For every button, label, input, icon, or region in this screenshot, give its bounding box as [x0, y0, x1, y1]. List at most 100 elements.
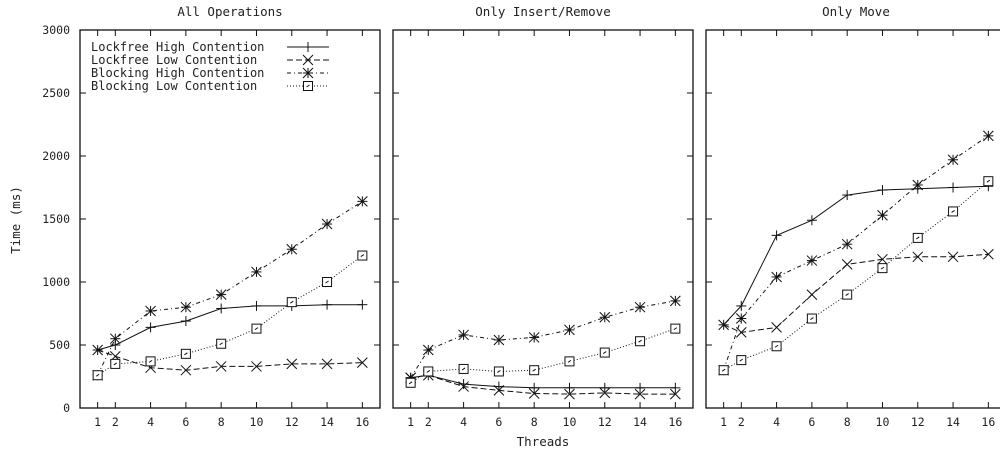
y-tick-label: 2000 — [42, 149, 70, 163]
x-tick-label: 1 — [407, 415, 414, 429]
data-point — [215, 361, 227, 372]
data-point — [635, 336, 646, 347]
data-point — [356, 357, 368, 368]
data-point — [912, 251, 924, 263]
x-tick-label: 12 — [598, 415, 612, 429]
x-tick-label: 10 — [876, 415, 890, 429]
data-point — [92, 370, 103, 381]
legend-label: Lockfree High Contention — [91, 40, 264, 54]
data-point — [458, 329, 469, 341]
data-point — [110, 358, 121, 369]
data-point — [564, 324, 575, 336]
x-axis-label: Threads — [517, 434, 570, 449]
y-tick-label: 0 — [63, 401, 70, 415]
y-tick-label: 500 — [49, 338, 70, 352]
x-tick-label: 8 — [844, 415, 851, 429]
series-plus — [92, 299, 368, 356]
data-point — [423, 366, 434, 377]
data-point — [947, 251, 959, 263]
series-box — [718, 176, 994, 376]
chart-panel-3: Only Move 1 2 4 6 8 10 12 14 16 — [705, 4, 1000, 429]
x-tick-label: 16 — [355, 415, 369, 429]
x-tick-label: 8 — [531, 415, 538, 429]
data-point — [842, 289, 853, 300]
data-point — [528, 388, 540, 399]
data-point — [251, 266, 262, 278]
data-point — [634, 301, 646, 313]
x-tick-label: 1 — [720, 415, 727, 429]
x-tick-label: 2 — [738, 415, 745, 429]
data-point — [458, 363, 469, 374]
x-tick-label: 14 — [320, 415, 334, 429]
legend-marker — [302, 54, 314, 66]
data-point — [145, 356, 156, 367]
y-tick-label: 2500 — [42, 86, 70, 100]
data-point — [912, 232, 923, 243]
data-point — [635, 382, 646, 393]
data-point — [670, 323, 681, 334]
data-point — [529, 382, 540, 393]
data-point — [599, 311, 611, 323]
data-point — [564, 382, 575, 393]
x-tick-label: 4 — [773, 415, 780, 429]
chart-title: Only Move — [822, 4, 890, 19]
chart-title: All Operations — [177, 4, 282, 19]
data-point — [735, 327, 747, 338]
chart-panel-1: All Operations 1 2 4 6 8 10 12 14 16 0 500 1000 1500 2… — [42, 4, 381, 429]
y-tick-label: 1500 — [42, 212, 70, 226]
legend-marker — [303, 42, 313, 52]
data-point — [735, 313, 747, 324]
data-point — [912, 179, 924, 191]
data-point — [670, 382, 681, 393]
data-point — [321, 218, 333, 230]
legend-label: Lockfree Low Contention — [91, 53, 257, 67]
data-point — [251, 300, 262, 311]
data-point — [841, 238, 853, 250]
series-line — [97, 200, 363, 376]
data-point — [948, 182, 959, 193]
data-point — [599, 382, 610, 393]
series-line — [723, 180, 989, 371]
data-point — [251, 323, 262, 334]
legend-label: Blocking Low Contention — [91, 79, 257, 93]
data-point — [529, 365, 540, 376]
data-point — [842, 190, 853, 201]
data-point — [405, 377, 416, 388]
data-point — [771, 230, 782, 241]
x-tick-label: 12 — [911, 415, 925, 429]
data-point — [877, 253, 888, 265]
data-point — [736, 355, 747, 366]
data-point — [634, 388, 646, 400]
data-point — [771, 271, 782, 283]
x-tick-label: 6 — [182, 415, 189, 429]
data-point — [357, 299, 368, 310]
data-point — [422, 344, 434, 356]
data-point — [493, 385, 505, 396]
series-star — [718, 130, 994, 376]
y-tick-label: 3000 — [42, 23, 70, 37]
series-line — [410, 374, 676, 395]
data-point — [982, 130, 994, 142]
series-box — [405, 323, 681, 388]
data-point — [180, 364, 192, 376]
data-point — [458, 379, 469, 390]
data-point — [528, 332, 540, 343]
data-point — [806, 289, 818, 300]
data-point — [564, 388, 575, 400]
legend-label: Blocking High Contention — [91, 66, 264, 80]
x-tick-label: 1 — [94, 415, 101, 429]
data-point — [877, 209, 888, 221]
x-tick-label: 8 — [218, 415, 225, 429]
x-tick-label: 6 — [808, 415, 815, 429]
data-point — [286, 358, 298, 370]
series-line — [723, 135, 989, 371]
plot-frame — [392, 29, 694, 409]
y-axis-label: Time (ms) — [8, 186, 23, 254]
data-point — [736, 300, 747, 311]
data-point — [983, 176, 994, 187]
data-point — [599, 347, 610, 358]
data-point — [877, 185, 888, 196]
data-point — [321, 358, 333, 370]
